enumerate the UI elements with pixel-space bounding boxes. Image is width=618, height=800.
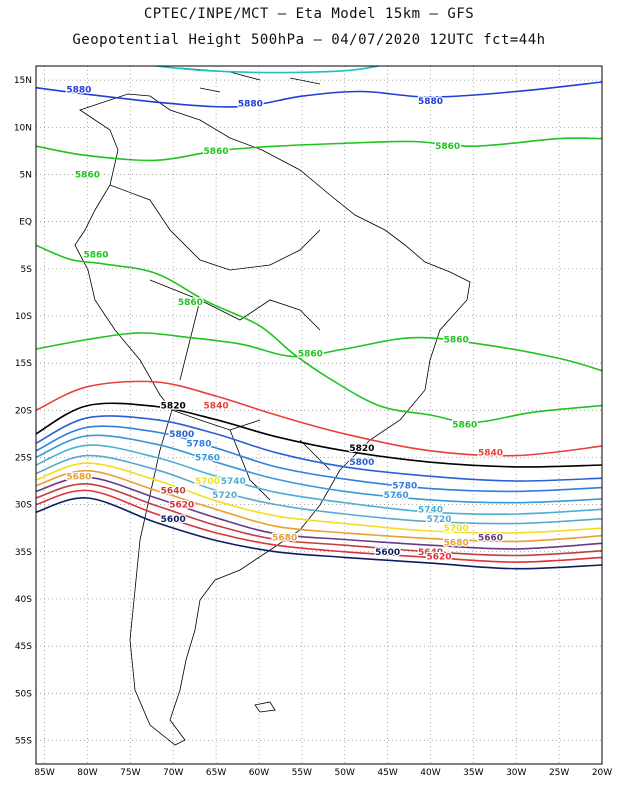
map-frame: [35, 65, 603, 765]
contour-label-5680: 5680: [66, 472, 91, 482]
contour-label-5820: 5820: [349, 444, 374, 454]
contour-label-5780: 5780: [392, 482, 417, 492]
lat-tick-label: 15N: [14, 76, 32, 86]
lat-tick-label: 10S: [15, 312, 32, 322]
lat-tick-label: 30S: [15, 501, 32, 511]
lat-tick-label: 20S: [15, 406, 32, 416]
contour-label-5600: 5600: [161, 515, 186, 525]
lon-tick-label: 20W: [592, 768, 612, 778]
contour-label-5720: 5720: [427, 515, 452, 525]
contour-5900: [156, 66, 380, 74]
lat-tick-label: EQ: [19, 218, 32, 228]
lon-tick-label: 80W: [77, 768, 97, 778]
south-america-coast: [74, 93, 471, 746]
contour-label-5800: 5800: [349, 458, 374, 468]
contour-5860: [36, 244, 602, 424]
contour-label-5880: 5880: [238, 100, 263, 110]
contour-label-5620: 5620: [427, 552, 452, 562]
lat-tick-label: 5S: [21, 265, 33, 275]
lon-tick-label: 45W: [377, 768, 397, 778]
contour-label-5800: 5800: [169, 430, 194, 440]
contour-label-5680: 5680: [272, 534, 297, 544]
contour-5800: [36, 415, 602, 482]
lon-tick-label: 55W: [292, 768, 312, 778]
lat-tick-label: 25S: [15, 453, 32, 463]
lat-tick-label: 45S: [15, 642, 32, 652]
contour-label-5880: 5880: [418, 97, 443, 107]
contour-label-5680: 5680: [444, 538, 469, 548]
contour-label-5860: 5860: [435, 142, 460, 152]
lon-tick-label: 40W: [420, 768, 440, 778]
contour-label-5860: 5860: [75, 170, 100, 180]
contour-label-5700: 5700: [195, 477, 220, 487]
contour-label-5640: 5640: [161, 486, 186, 496]
lat-tick-label: 5N: [20, 170, 32, 180]
axis-ticks: 15N 10N 5N EQ 5S 10S 15S 20S 25S 30S 35S 40S 45S 50S 5…: [14, 76, 612, 778]
contour-5860-mid: [36, 332, 602, 372]
lon-tick-label: 65W: [206, 768, 226, 778]
contour-label-5740: 5740: [221, 477, 246, 487]
contour-5600: [36, 497, 602, 570]
lat-tick-label: 10N: [14, 123, 32, 133]
contour-5760: [36, 434, 602, 504]
contour-label-5860: 5860: [452, 420, 477, 430]
contour-label-5740: 5740: [418, 505, 443, 515]
lat-tick-label: 15S: [15, 359, 32, 369]
contour-labels: 5880 5880 5880 5860 5860 5860 5860 5860 5860 5860…: [65, 84, 504, 563]
contour-label-5640: 5640: [418, 548, 443, 558]
lon-tick-label: 35W: [463, 768, 483, 778]
contour-label-5840: 5840: [478, 449, 503, 459]
map-title: CPTEC/INPE/MCT – Eta Model 15km – GFS: [143, 6, 475, 22]
contour-label-5880: 5880: [66, 86, 91, 96]
lon-tick-label: 70W: [163, 768, 183, 778]
contour-5860-north: [36, 137, 602, 162]
contour-label-5700: 5700: [444, 524, 469, 534]
lat-tick-label: 40S: [15, 595, 32, 605]
contour-label-5600: 5600: [375, 548, 400, 558]
contour-label-5720: 5720: [212, 491, 237, 501]
contour-5680: [36, 469, 602, 543]
contour-5640: [36, 483, 602, 557]
contour-label-5660: 5660: [478, 534, 503, 544]
contour-5840: [36, 380, 602, 457]
contour-label-5860: 5860: [83, 251, 108, 261]
contour-label-5840: 5840: [204, 402, 229, 412]
contour-label-5760: 5760: [195, 453, 220, 463]
contour-5820: [36, 402, 602, 468]
lon-tick-label: 60W: [249, 768, 269, 778]
lon-tick-label: 50W: [335, 768, 355, 778]
contour-label-5620: 5620: [169, 501, 194, 511]
lat-tick-label: 50S: [15, 689, 32, 699]
lon-tick-label: 75W: [120, 768, 140, 778]
lat-tick-label: 55S: [15, 736, 32, 746]
contour-5660: [36, 476, 602, 550]
contour-5700: [36, 462, 602, 534]
contour-label-5780: 5780: [186, 439, 211, 449]
contour-label-5820: 5820: [161, 402, 186, 412]
contour-5740: [36, 444, 602, 515]
contour-5620: [36, 489, 602, 563]
contour-label-5860: 5860: [298, 350, 323, 360]
contour-5780: [36, 425, 602, 493]
country-borders: [109, 184, 331, 501]
contour-lines: [36, 66, 602, 570]
coastlines: [74, 67, 471, 746]
map-subtitle: Geopotential Height 500hPa – 04/07/2020 …: [72, 32, 546, 48]
contour-label-5860: 5860: [178, 298, 203, 308]
contour-label-5760: 5760: [384, 491, 409, 501]
lat-tick-label: 35S: [15, 548, 32, 558]
lon-tick-label: 30W: [506, 768, 526, 778]
contour-label-5860: 5860: [204, 147, 229, 157]
falklands: [254, 701, 276, 713]
contour-5720: [36, 454, 602, 525]
contour-label-5860: 5860: [444, 336, 469, 346]
lon-tick-label: 25W: [549, 768, 569, 778]
lon-tick-label: 85W: [34, 768, 54, 778]
contour-5880: [36, 81, 602, 108]
